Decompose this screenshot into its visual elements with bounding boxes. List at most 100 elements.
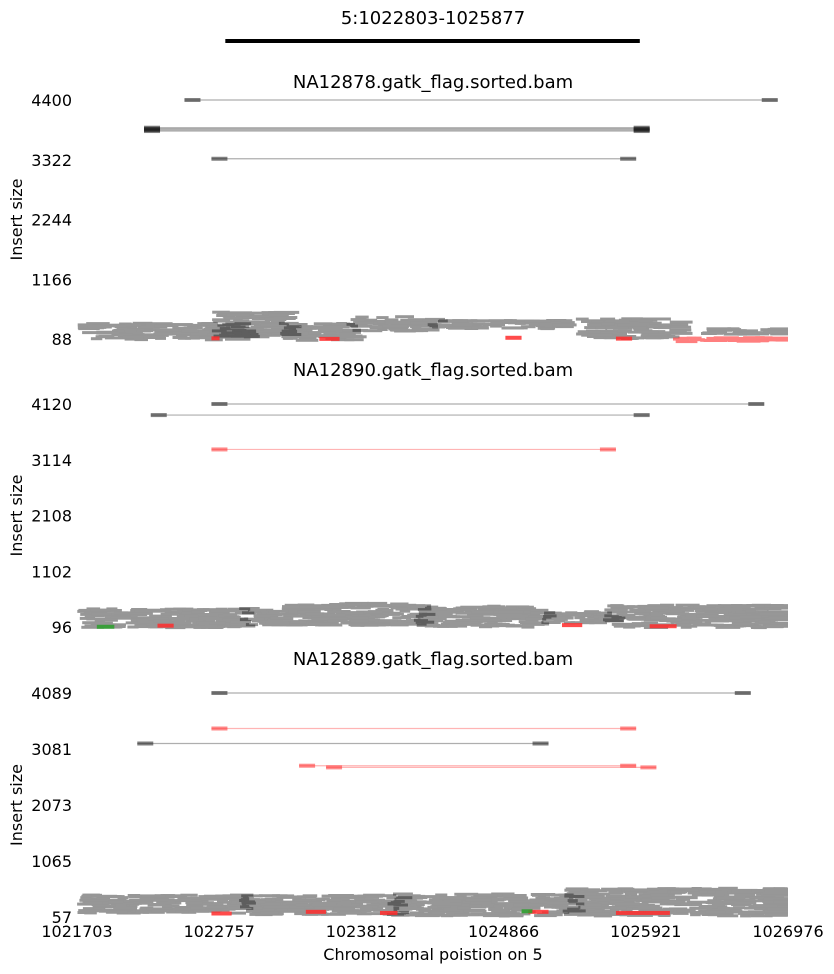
read-mark xyxy=(651,898,670,902)
read-mark xyxy=(520,607,537,611)
read-mark xyxy=(763,618,778,622)
read-mark xyxy=(608,891,624,895)
read-mark xyxy=(165,626,186,630)
read-mark xyxy=(222,314,236,318)
read-mark xyxy=(370,325,395,329)
read-mark xyxy=(484,903,495,907)
read-mark xyxy=(344,338,364,342)
read-mark xyxy=(552,902,563,906)
read-mark xyxy=(239,618,264,622)
read-mark xyxy=(261,610,280,613)
read-mark xyxy=(761,607,782,611)
read-mark xyxy=(78,327,100,331)
read-mark xyxy=(230,330,255,334)
read-mark xyxy=(268,903,287,907)
read-spot xyxy=(157,623,174,628)
read-mark xyxy=(619,887,635,891)
read-mark xyxy=(578,907,601,911)
read-mark xyxy=(621,905,635,909)
read-mark xyxy=(370,615,385,619)
read-mark xyxy=(760,893,786,896)
read-mark xyxy=(234,322,252,326)
read-mark xyxy=(286,623,303,627)
read-mark xyxy=(665,612,690,616)
read-mark xyxy=(606,320,629,323)
read-mark xyxy=(718,617,730,620)
read-mark xyxy=(257,908,275,912)
read-mark xyxy=(114,325,136,328)
read-mark xyxy=(273,310,300,314)
read-mark xyxy=(394,897,416,901)
read-mark xyxy=(353,318,378,322)
read-mark xyxy=(242,896,254,900)
read-mark xyxy=(493,897,519,901)
read-mark xyxy=(646,325,663,329)
read-mark xyxy=(91,612,112,616)
read-mark xyxy=(79,616,96,620)
read-mark xyxy=(362,602,381,606)
read-mark xyxy=(340,620,352,624)
read-mark xyxy=(188,900,207,904)
read-mark xyxy=(653,335,676,338)
read-mark xyxy=(537,913,558,917)
read-mark xyxy=(172,323,194,327)
read-mark xyxy=(690,605,716,609)
read-mark xyxy=(381,899,405,903)
read-mark xyxy=(370,603,392,607)
y-axis-label: Insert size xyxy=(7,764,26,846)
read-mark xyxy=(418,619,444,623)
read-mark xyxy=(549,897,574,901)
read-mark xyxy=(308,901,324,905)
read-mark xyxy=(428,898,440,902)
read-mark xyxy=(452,903,471,907)
read-mark xyxy=(603,888,625,892)
read-mark xyxy=(617,329,632,333)
read-mark xyxy=(201,322,217,325)
read-mark xyxy=(187,326,200,330)
read-mark xyxy=(611,606,625,610)
read-mark xyxy=(288,623,308,627)
read-mark xyxy=(643,613,654,617)
read-mark xyxy=(112,329,126,333)
read-mark xyxy=(437,624,458,628)
read-mark xyxy=(341,614,360,618)
read-mark xyxy=(231,904,247,908)
read-mark xyxy=(762,909,788,913)
read-mark xyxy=(701,332,717,335)
read-mark xyxy=(537,321,549,325)
read-mark xyxy=(432,896,452,900)
read-mark xyxy=(206,328,224,332)
read-mark xyxy=(709,607,735,611)
read-mark xyxy=(435,615,461,619)
read-mark xyxy=(390,623,409,627)
read-mark xyxy=(311,903,334,907)
read-mark xyxy=(305,623,316,626)
read-pair xyxy=(211,726,637,731)
read-mark xyxy=(145,323,157,326)
read-mark xyxy=(406,622,422,625)
read-mark xyxy=(713,893,725,897)
read-mark xyxy=(360,906,379,910)
read-mark xyxy=(280,895,302,899)
read-mark xyxy=(112,329,138,333)
pair-read xyxy=(211,691,228,695)
read-mark xyxy=(500,320,512,324)
read-mark xyxy=(445,319,468,323)
read-mark xyxy=(585,331,602,335)
read-mark xyxy=(100,613,124,617)
read-mark xyxy=(254,322,273,326)
read-mark xyxy=(766,897,788,901)
read-mark xyxy=(494,911,517,914)
read-mark xyxy=(393,908,404,912)
read-cluster xyxy=(77,321,260,342)
read-mark xyxy=(761,895,776,899)
read-mark xyxy=(382,321,407,325)
read-mark xyxy=(216,331,238,335)
read-mark xyxy=(762,906,788,910)
read-mark xyxy=(297,332,309,336)
read-mark xyxy=(464,913,490,917)
read-mark xyxy=(298,326,311,330)
read-cluster xyxy=(701,327,788,336)
read-mark xyxy=(615,610,641,614)
